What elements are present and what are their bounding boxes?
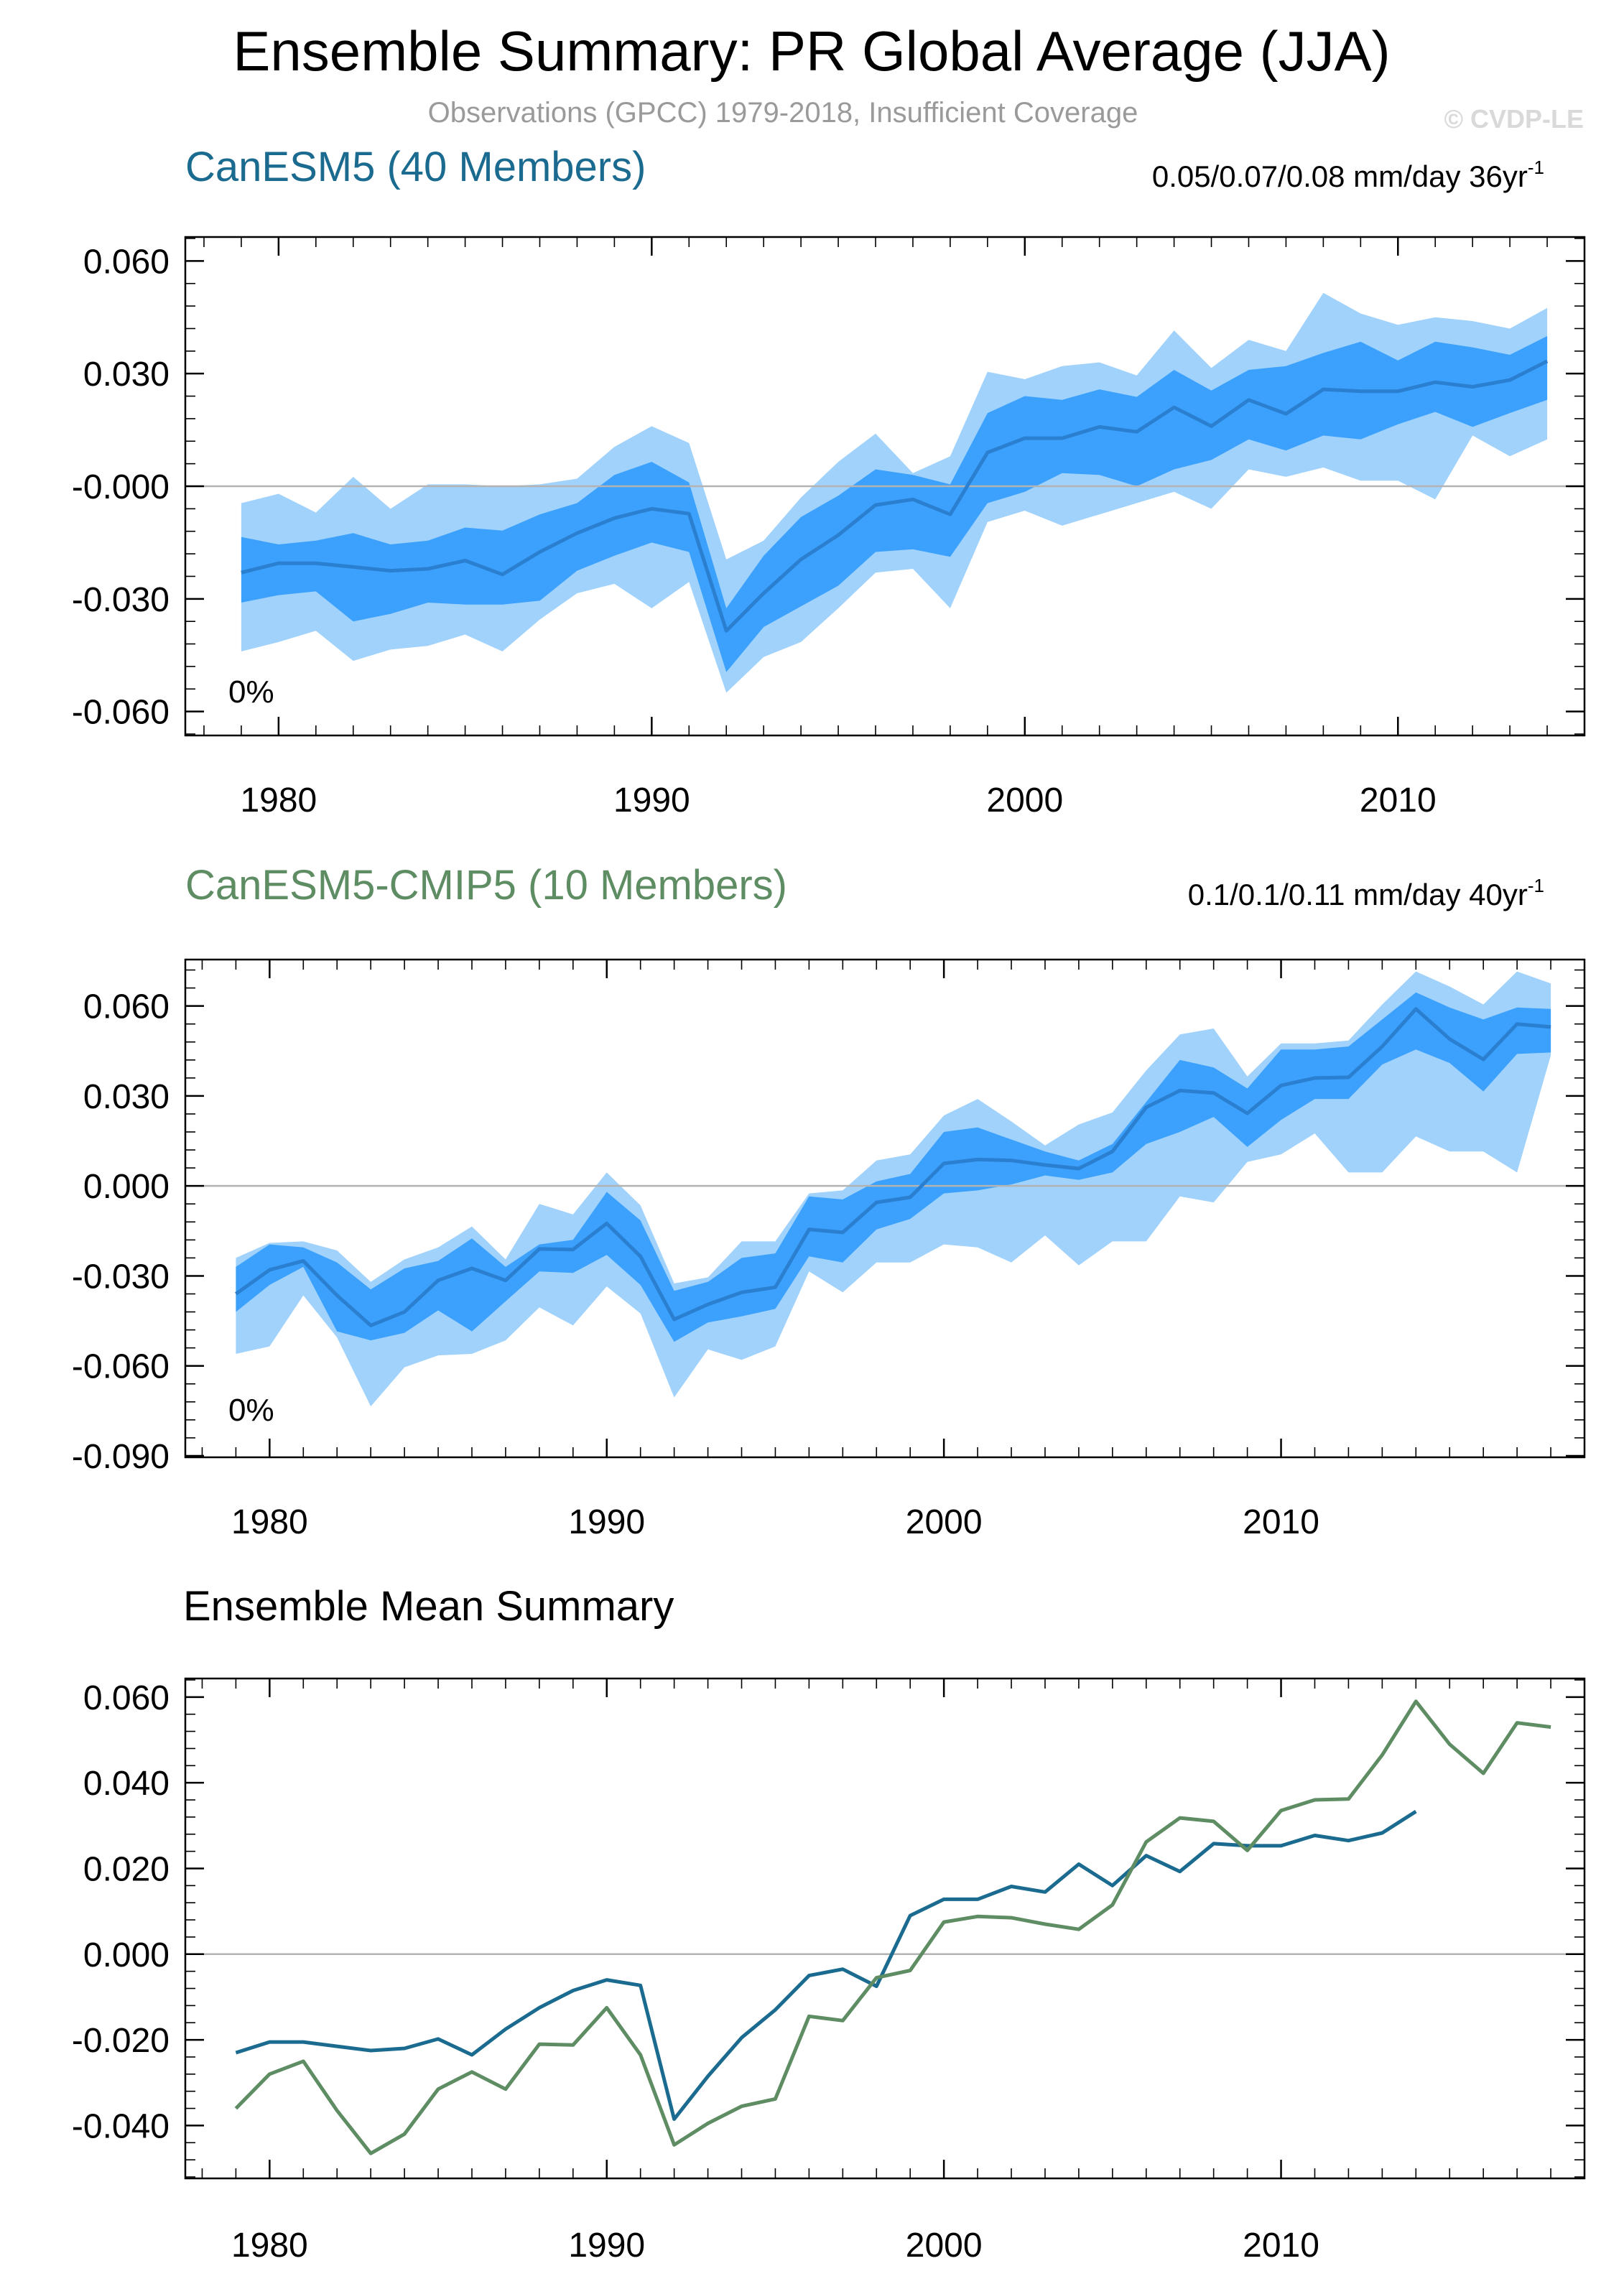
figure-title: Ensemble Summary: PR Global Average (JJA… xyxy=(233,19,1390,83)
xtick-label: 1980 xyxy=(231,1503,308,1541)
xtick-label: 2010 xyxy=(1243,1503,1319,1541)
coverage-pct-canesm5-cmip5: 0% xyxy=(228,1393,274,1428)
xtick-label: 2010 xyxy=(1360,781,1437,820)
ensemble-mean-line-canesm5 xyxy=(241,359,1549,633)
ytick-label: -0.030 xyxy=(72,1258,170,1296)
xtick-label: 1980 xyxy=(240,781,317,820)
trend-unit-sup-canesm5: -1 xyxy=(1528,157,1544,178)
bands-canesm5 xyxy=(241,292,1548,693)
xtick-label: 2000 xyxy=(986,781,1063,820)
ytick-label: 0.060 xyxy=(83,988,170,1026)
axes-canesm5: -0.060 -0.030 -0.000 0.030 0.060 1980 1990 2000… xyxy=(72,236,1586,820)
ytick-label: 0.040 xyxy=(83,1765,170,1803)
xtick-label: 2000 xyxy=(906,2227,983,2265)
ytick-label: 0.030 xyxy=(83,1078,170,1116)
trend-label-canesm5-cmip5: 0.1/0.1/0.11 mm/day 40yr-1 xyxy=(1188,875,1544,911)
trend-unit-sup-canesm5-cmip5: -1 xyxy=(1528,875,1544,896)
series-line-canesm5-cmip5 xyxy=(234,1699,1551,2155)
ytick-label: -0.090 xyxy=(72,1438,170,1476)
trend-value-canesm5-cmip5: 0.1/0.1/0.11 mm/day 40yr xyxy=(1188,878,1528,911)
xtick-label: 2010 xyxy=(1243,2227,1319,2265)
panel-canesm5-cmip5: CanESM5-CMIP5 (10 Members) 0.1/0.1/0.11 … xyxy=(72,862,1586,1541)
axes-ensemble-mean: -0.040 -0.020 0.000 0.020 0.040 0.060 1980 1990… xyxy=(72,1677,1586,2265)
series-line-canesm5 xyxy=(235,1809,1417,2121)
xtick-label: 2000 xyxy=(906,1503,983,1541)
xtick-label: 1990 xyxy=(613,781,690,820)
figure-subtitle: Observations (GPCC) 1979-2018, Insuffici… xyxy=(428,97,1138,129)
lines-canesm5-cmip5 xyxy=(234,1007,1551,1327)
ytick-label: 0.000 xyxy=(83,1168,170,1206)
ytick-label: -0.040 xyxy=(72,2107,170,2145)
ensemble-mean-line-canesm5-cmip5 xyxy=(234,1007,1551,1327)
panel-canesm5: CanESM5 (40 Members) 0.05/0.07/0.08 mm/d… xyxy=(72,144,1586,820)
ytick-label: 0.060 xyxy=(83,243,170,281)
xtick-label: 1980 xyxy=(231,2227,308,2265)
watermark: © CVDP-LE xyxy=(1444,104,1584,134)
ytick-label: -0.060 xyxy=(72,694,170,732)
coverage-pct-canesm5: 0% xyxy=(228,674,274,710)
lines-canesm5 xyxy=(241,359,1549,633)
xtick-label: 1990 xyxy=(568,1503,645,1541)
lines-ensemble-mean xyxy=(234,1699,1551,2155)
ytick-label: -0.020 xyxy=(72,2022,170,2060)
ytick-label: -0.060 xyxy=(72,1348,170,1386)
ytick-label: 0.020 xyxy=(83,1850,170,1888)
panel-ensemble-mean: Ensemble Mean Summary -0.040 -0.020 0.000 0… xyxy=(72,1583,1586,2265)
panel-title-canesm5-cmip5: CanESM5-CMIP5 (10 Members) xyxy=(185,862,787,909)
ytick-label: -0.030 xyxy=(72,581,170,619)
trend-value-canesm5: 0.05/0.07/0.08 mm/day 36yr xyxy=(1152,159,1528,193)
panel-title-ensemble-mean: Ensemble Mean Summary xyxy=(183,1583,674,1630)
ytick-label: -0.000 xyxy=(72,468,170,506)
ytick-label: 0.030 xyxy=(83,356,170,394)
xtick-label: 1990 xyxy=(568,2227,645,2265)
band-10-90-canesm5-cmip5 xyxy=(236,992,1551,1342)
trend-label-canesm5: 0.05/0.07/0.08 mm/day 36yr-1 xyxy=(1152,157,1544,193)
plot-frame-ensemble-mean xyxy=(184,1677,1586,2180)
panel-title-canesm5: CanESM5 (40 Members) xyxy=(185,144,646,190)
ytick-label: 0.060 xyxy=(83,1679,170,1717)
ytick-label: 0.000 xyxy=(83,1936,170,1974)
axes-canesm5-cmip5: -0.090 -0.060 -0.030 0.000 0.030 0.060 1980 199… xyxy=(72,958,1586,1541)
plot-frame-canesm5-cmip5 xyxy=(184,958,1586,1459)
bands-canesm5-cmip5 xyxy=(236,971,1551,1407)
